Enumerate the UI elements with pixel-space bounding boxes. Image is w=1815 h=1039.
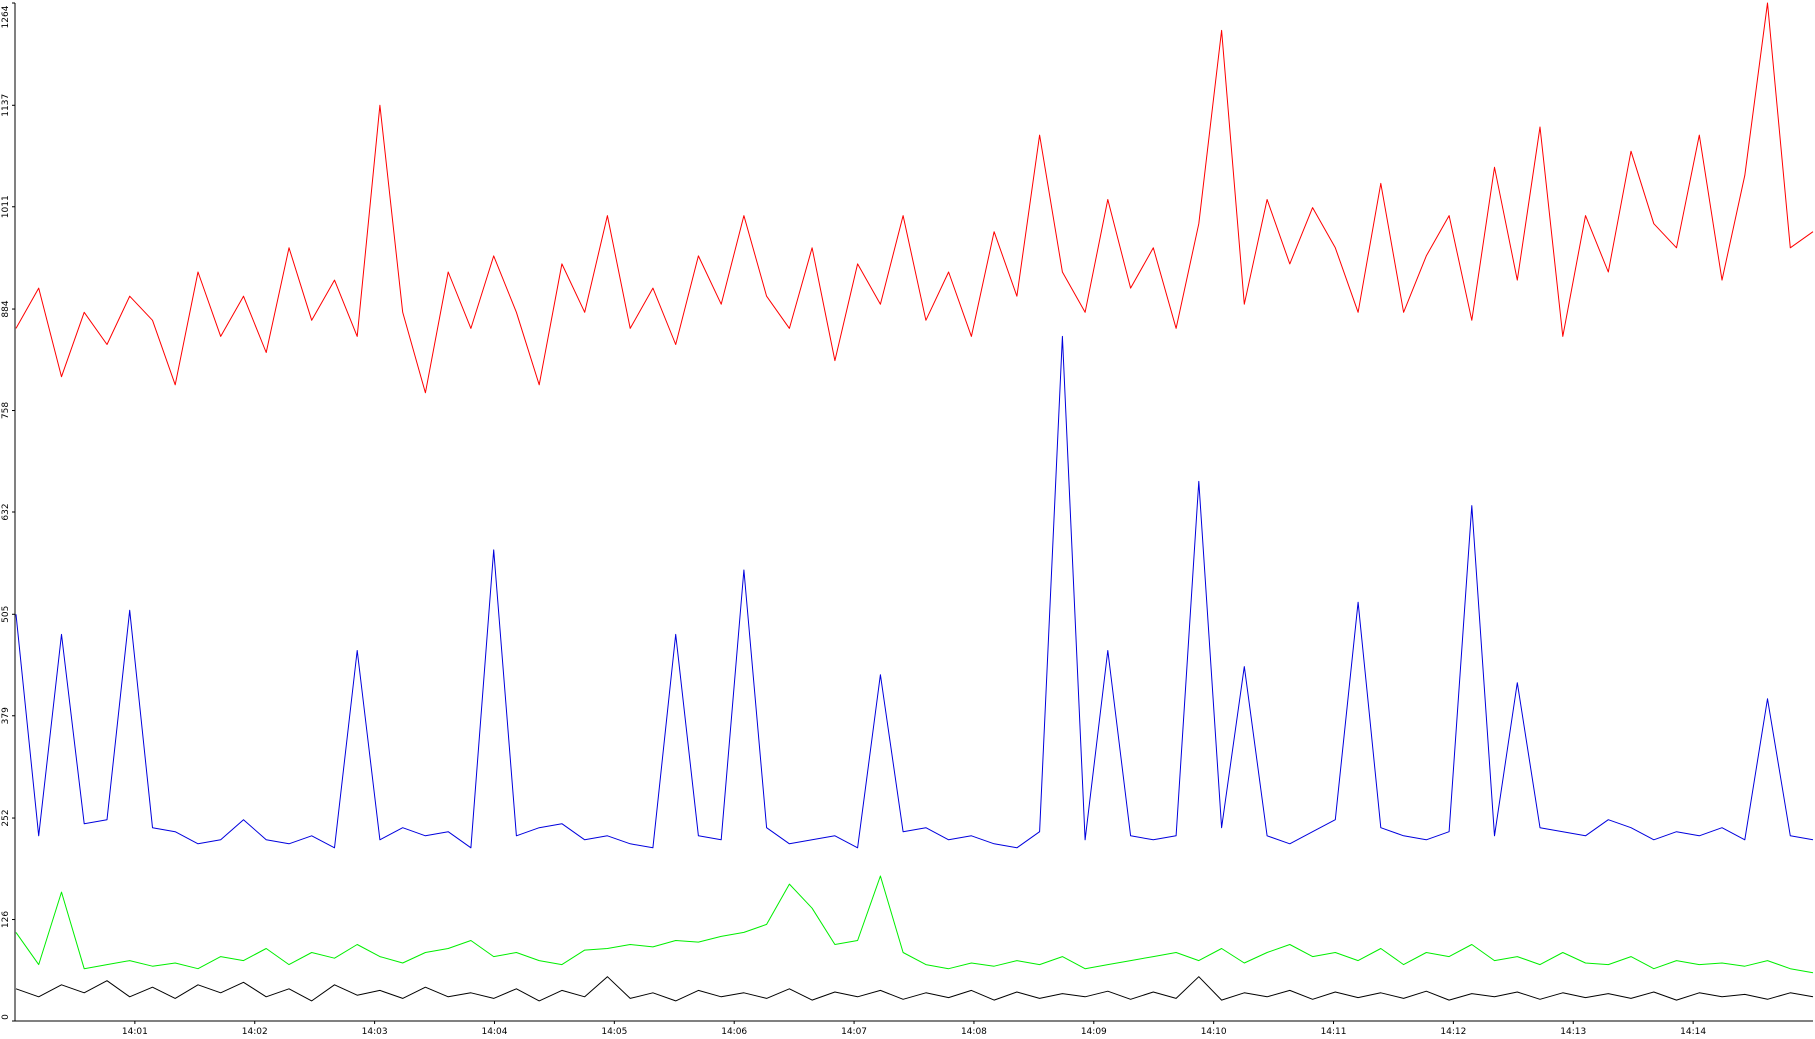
series-line [15,976,1814,1002]
x-tick-label: 14:12 [1440,1027,1466,1037]
y-tick-label: 379 [1,707,11,724]
y-tick-label: 252 [1,809,11,826]
series-line [15,335,1814,849]
series-line [15,2,1814,394]
y-tick-label: 0 [1,1014,11,1020]
x-tick-label: 14:02 [242,1027,268,1037]
x-tick-label: 14:05 [601,1027,627,1037]
y-tick-label: 1264 [1,5,11,28]
x-tick-label: 14:06 [721,1027,747,1037]
y-tick-label: 126 [1,911,11,928]
x-tick-label: 14:14 [1680,1027,1706,1037]
y-tick-label: 632 [1,503,11,520]
y-tick-label: 1011 [1,195,11,218]
x-tick-label: 14:13 [1560,1027,1586,1037]
x-tick-label: 14:01 [122,1027,148,1037]
x-tick-label: 14:11 [1321,1027,1347,1037]
x-tick-label: 14:04 [481,1027,507,1037]
x-tick-label: 14:08 [961,1027,987,1037]
x-tick-label: 14:10 [1201,1027,1227,1037]
x-tick-label: 14:09 [1081,1027,1107,1037]
y-tick-label: 884 [1,300,11,317]
x-tick-label: 14:07 [841,1027,867,1037]
x-tick-label: 14:03 [362,1027,388,1037]
series-line [15,875,1814,974]
y-tick-label: 758 [1,402,11,419]
y-tick-label: 1137 [1,94,11,117]
y-tick-label: 505 [1,606,11,623]
